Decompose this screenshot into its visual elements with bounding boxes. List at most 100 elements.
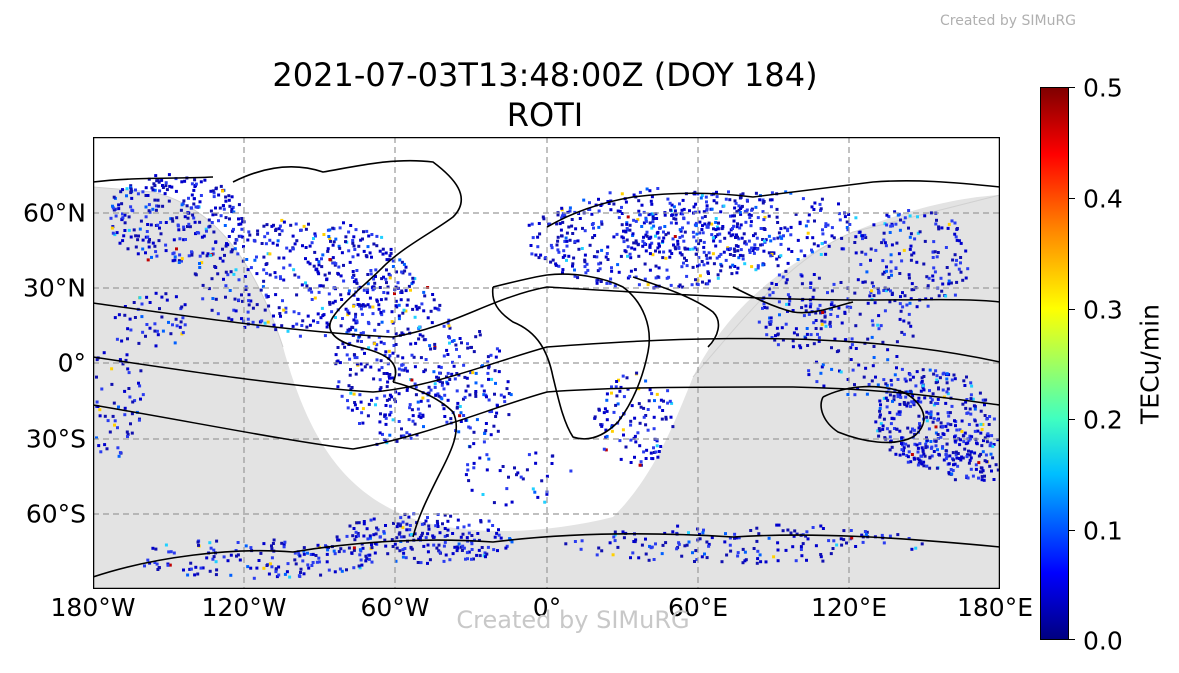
roti-point [418, 412, 422, 416]
lon-tick-label: 180°W [50, 593, 136, 622]
roti-point [953, 435, 956, 439]
roti-point [680, 265, 684, 269]
roti-point [907, 450, 911, 454]
roti-point [354, 535, 358, 539]
roti-point [654, 234, 657, 238]
roti-point [604, 255, 608, 259]
roti-point [437, 308, 441, 312]
roti-point [590, 212, 594, 216]
roti-point [733, 536, 736, 540]
roti-point [340, 569, 344, 573]
roti-point [256, 232, 260, 236]
roti-point [828, 320, 832, 324]
roti-point [504, 546, 508, 550]
roti-point [947, 279, 951, 283]
roti-point [681, 226, 684, 230]
roti-point [431, 536, 435, 539]
roti-point [278, 232, 282, 236]
roti-point [917, 396, 921, 400]
roti-point [693, 190, 697, 194]
roti-point [122, 234, 126, 238]
roti-point [370, 543, 373, 547]
roti-point [256, 325, 260, 329]
roti-point [645, 230, 649, 234]
roti-point [845, 226, 849, 229]
roti-point [954, 263, 958, 267]
roti-point [292, 310, 296, 314]
roti-point [829, 303, 833, 307]
roti-point [814, 319, 818, 322]
roti-point [955, 227, 959, 230]
roti-point [900, 367, 904, 371]
colorbar-label: TECu/min [1135, 304, 1165, 424]
roti-point [888, 435, 892, 439]
roti-point [580, 539, 584, 543]
roti-point [402, 434, 406, 438]
roti-point [183, 303, 187, 307]
roti-point [882, 541, 886, 545]
roti-point [141, 190, 145, 194]
roti-point [776, 548, 780, 552]
roti-point [147, 240, 151, 244]
roti-point [957, 239, 961, 243]
roti-point [620, 212, 624, 215]
roti-point [616, 402, 620, 406]
roti-point [671, 530, 675, 534]
roti-point [506, 380, 510, 384]
roti-point [134, 188, 137, 192]
roti-point [898, 393, 902, 397]
roti-point [564, 542, 568, 546]
roti-point [171, 219, 175, 223]
roti-point [158, 307, 161, 311]
roti-point [216, 272, 220, 276]
roti-point [371, 285, 375, 289]
roti-point [592, 226, 595, 230]
roti-point [949, 423, 953, 427]
roti-point [890, 383, 894, 387]
roti-point [369, 272, 373, 276]
roti-point [174, 295, 178, 299]
roti-point [346, 406, 350, 410]
roti-point [806, 537, 810, 541]
roti-point [109, 216, 113, 220]
roti-point [399, 298, 403, 302]
roti-point [117, 203, 121, 207]
roti-point [642, 221, 646, 225]
roti-point [732, 224, 736, 228]
roti-point [405, 303, 409, 307]
roti-point [620, 223, 624, 227]
roti-point [384, 422, 388, 426]
roti-point [640, 203, 644, 207]
roti-point [320, 306, 324, 310]
roti-point [536, 245, 540, 249]
roti-point [910, 453, 914, 456]
roti-point [199, 180, 203, 184]
roti-point [295, 322, 299, 326]
lon-tick-label: 60°E [667, 593, 729, 622]
roti-point [399, 540, 403, 543]
roti-point [397, 317, 401, 321]
roti-point [301, 244, 304, 248]
roti-point [167, 173, 171, 177]
roti-point [705, 225, 709, 229]
roti-point [402, 551, 406, 555]
roti-point [344, 235, 348, 239]
roti-point [677, 542, 681, 546]
roti-point [691, 265, 695, 269]
roti-point [680, 554, 684, 558]
roti-point [222, 555, 226, 559]
roti-point [981, 423, 985, 426]
roti-point [694, 210, 698, 214]
roti-point [694, 202, 698, 206]
roti-point [222, 204, 225, 208]
roti-point [969, 393, 973, 397]
roti-point [685, 274, 689, 278]
roti-point [148, 210, 152, 214]
roti-point [224, 270, 228, 274]
roti-point [646, 408, 650, 411]
roti-point [308, 262, 312, 266]
roti-point [625, 227, 629, 230]
roti-point [446, 321, 450, 325]
roti-point [272, 538, 276, 542]
roti-point [414, 393, 418, 397]
